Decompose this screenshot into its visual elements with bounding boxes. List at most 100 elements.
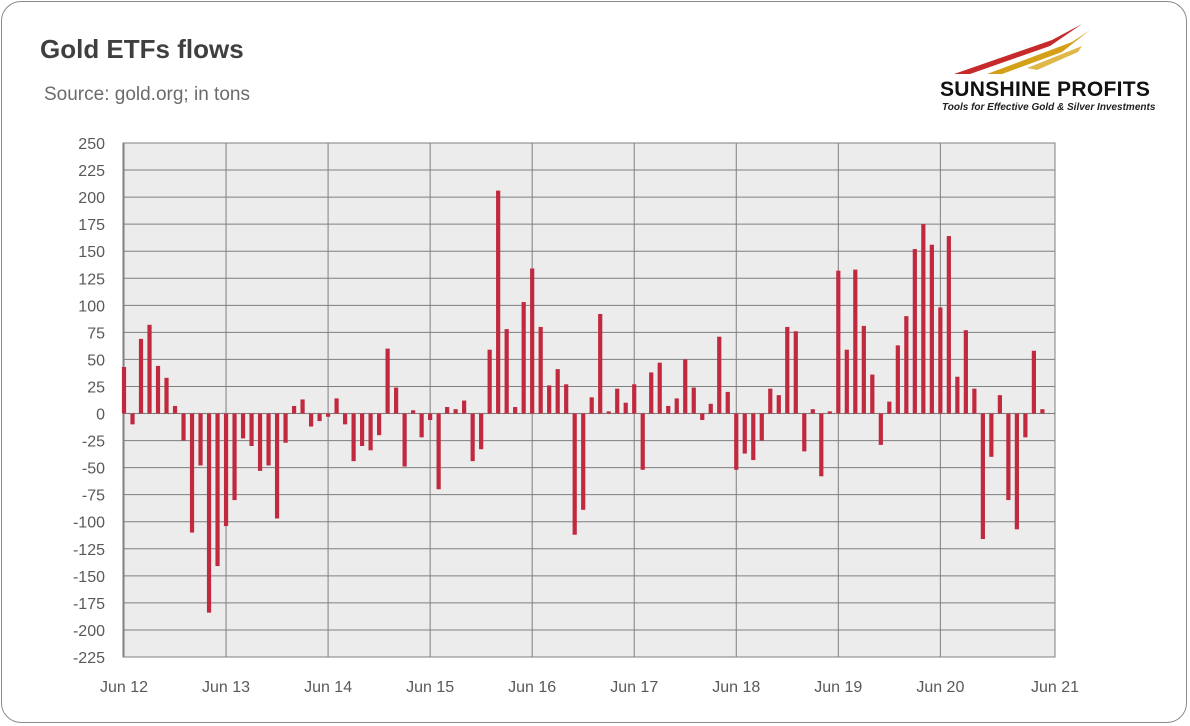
bar bbox=[342, 413, 348, 425]
bar bbox=[955, 376, 960, 414]
bar bbox=[810, 409, 815, 414]
bar bbox=[547, 385, 552, 414]
bar bbox=[538, 326, 543, 414]
bar bbox=[1014, 413, 1019, 530]
y-tick-label: 0 bbox=[96, 407, 105, 424]
y-tick-label: 175 bbox=[78, 217, 105, 234]
y-tick-label: -175 bbox=[73, 596, 105, 613]
bar bbox=[496, 190, 501, 414]
bar bbox=[283, 413, 288, 443]
bar bbox=[972, 388, 977, 414]
bar bbox=[564, 384, 569, 414]
y-tick-label: -150 bbox=[73, 569, 105, 586]
bar bbox=[419, 413, 424, 438]
bar bbox=[904, 316, 909, 414]
bar bbox=[308, 413, 314, 427]
bar bbox=[989, 413, 994, 457]
bar bbox=[606, 411, 611, 414]
y-tick-label: 125 bbox=[78, 271, 105, 288]
bar bbox=[513, 407, 518, 414]
bar bbox=[776, 395, 781, 414]
bar bbox=[1006, 413, 1011, 501]
bar bbox=[257, 413, 263, 471]
bar bbox=[700, 413, 705, 421]
bar bbox=[581, 413, 586, 510]
logo-swoosh-icon bbox=[954, 24, 1090, 74]
x-tick-label: Jun 16 bbox=[508, 679, 556, 696]
bar bbox=[759, 413, 764, 441]
logo-name: SUNSHINE PROFITS bbox=[940, 78, 1151, 101]
bar bbox=[402, 413, 407, 467]
bar bbox=[708, 403, 713, 414]
sunshine-profits-logo: SUNSHINE PROFITS Tools for Effective Gol… bbox=[932, 18, 1172, 122]
bar bbox=[725, 391, 730, 414]
bar bbox=[317, 413, 322, 422]
y-tick-label: -125 bbox=[73, 542, 105, 559]
bar bbox=[504, 329, 509, 414]
bar bbox=[130, 413, 135, 425]
bar bbox=[870, 374, 875, 414]
bar bbox=[861, 325, 866, 414]
y-tick-label: 50 bbox=[87, 352, 105, 369]
bar bbox=[666, 405, 671, 414]
bar bbox=[240, 413, 246, 439]
bar bbox=[623, 402, 628, 414]
bar bbox=[632, 384, 637, 414]
bar bbox=[249, 413, 254, 446]
bar bbox=[266, 413, 271, 466]
bar bbox=[1023, 413, 1028, 438]
y-tick-label: 150 bbox=[78, 244, 105, 261]
bar bbox=[640, 413, 645, 470]
bar bbox=[751, 413, 756, 461]
x-tick-label: Jun 13 bbox=[202, 679, 250, 696]
bar bbox=[300, 399, 305, 414]
y-tick-label: 25 bbox=[87, 379, 105, 396]
x-tick-label: Jun 19 bbox=[814, 679, 862, 696]
bar bbox=[215, 413, 220, 567]
bar bbox=[223, 413, 229, 527]
bar bbox=[742, 413, 747, 454]
bar bbox=[138, 338, 144, 414]
logo-tagline: Tools for Effective Gold & Silver Invest… bbox=[942, 102, 1156, 113]
bar bbox=[521, 302, 526, 414]
x-tick-label: Jun 12 bbox=[100, 679, 148, 696]
bar bbox=[274, 413, 280, 519]
x-tick-label: Jun 20 bbox=[916, 679, 964, 696]
bar bbox=[912, 249, 917, 414]
bar bbox=[768, 388, 773, 414]
bar bbox=[487, 349, 492, 414]
bar bbox=[853, 269, 858, 414]
x-tick-label: Jun 18 bbox=[712, 679, 760, 696]
y-tick-label: 250 bbox=[78, 136, 105, 153]
bar bbox=[147, 324, 152, 414]
bar bbox=[785, 326, 790, 414]
bar bbox=[921, 224, 926, 414]
bar bbox=[334, 398, 339, 414]
bar bbox=[462, 400, 467, 414]
bar bbox=[793, 331, 798, 414]
bar bbox=[172, 405, 178, 414]
chart-subtitle: Source: gold.org; in tons bbox=[44, 84, 250, 105]
bar bbox=[1040, 409, 1045, 414]
bar bbox=[368, 413, 373, 451]
y-tick-label: 75 bbox=[87, 325, 105, 342]
x-tick-label: Jun 14 bbox=[304, 679, 352, 696]
bar bbox=[895, 345, 900, 414]
bar bbox=[819, 413, 824, 477]
bar bbox=[453, 409, 458, 414]
bar bbox=[121, 366, 127, 414]
y-tick-label: -50 bbox=[82, 461, 105, 478]
y-tick-label: 225 bbox=[78, 163, 105, 180]
bar bbox=[360, 413, 365, 446]
chart-title: Gold ETFs flows bbox=[40, 34, 244, 64]
bar bbox=[844, 349, 849, 414]
y-tick-label: 200 bbox=[78, 190, 105, 207]
bar bbox=[377, 413, 382, 436]
bar bbox=[325, 413, 331, 417]
bar bbox=[394, 387, 399, 414]
bar bbox=[674, 398, 679, 414]
bar bbox=[291, 405, 297, 414]
bar bbox=[887, 401, 892, 414]
bar bbox=[181, 413, 186, 441]
